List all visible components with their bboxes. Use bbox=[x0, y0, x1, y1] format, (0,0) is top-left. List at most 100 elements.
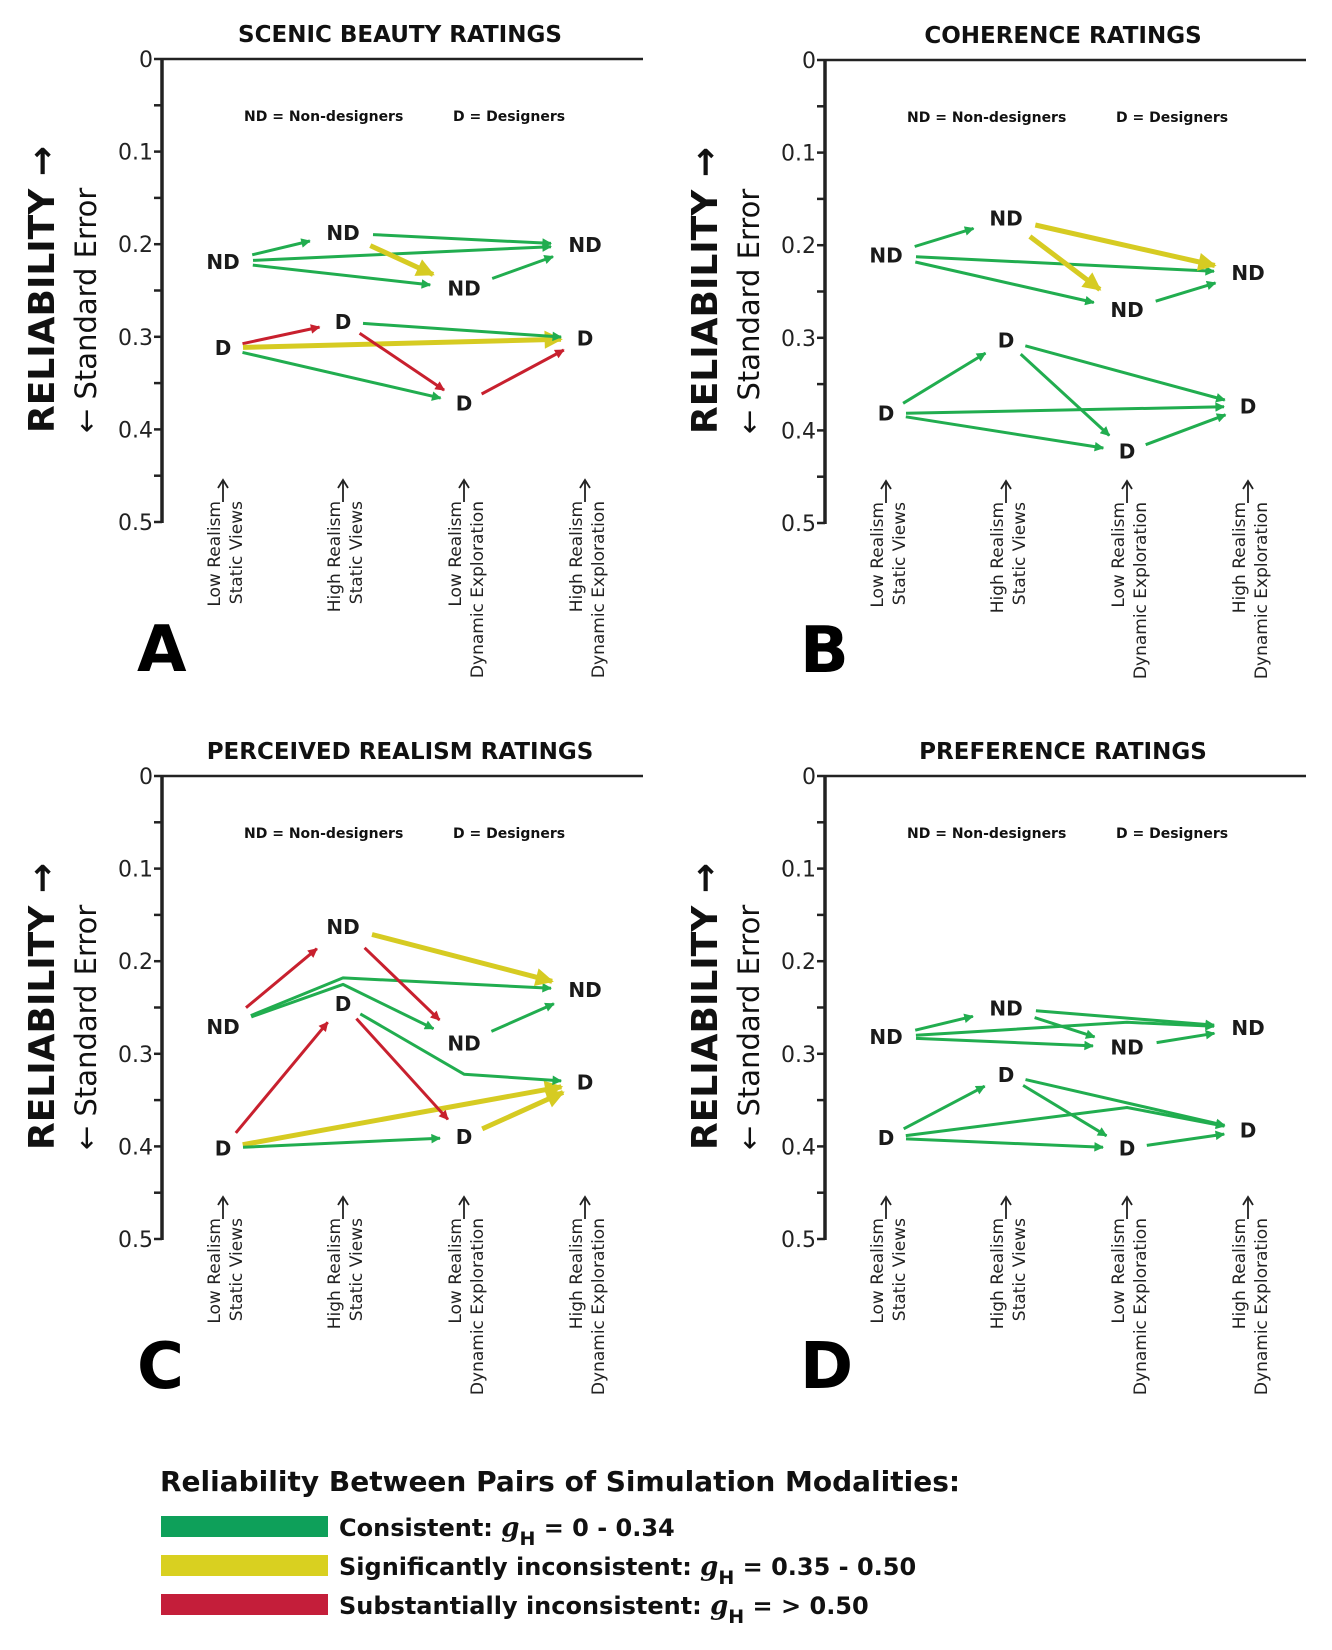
up-arrow-head bbox=[1000, 479, 1012, 490]
series-nd: ND ND ND ND bbox=[206, 915, 601, 1056]
node-nd-0: ND bbox=[206, 1015, 239, 1039]
up-arrow-head bbox=[217, 1195, 229, 1206]
edge-consistent bbox=[905, 402, 1225, 415]
category-label-line1: High Realism bbox=[988, 1218, 1008, 1329]
y-tick-label: 0.5 bbox=[781, 512, 816, 537]
edge-significant bbox=[481, 1090, 565, 1132]
x-category: Low Realism Static Views bbox=[205, 478, 247, 607]
up-arrow-head bbox=[880, 479, 892, 490]
node-d-3: D bbox=[1240, 394, 1257, 418]
category-label-line2: Static Views bbox=[890, 1218, 910, 1321]
panel-title: PERCEIVED REALISM RATINGS bbox=[207, 739, 594, 765]
edge-consistent bbox=[905, 1106, 1226, 1138]
node-nd-2: ND bbox=[1110, 298, 1143, 322]
category-label-line2: Static Views bbox=[347, 501, 367, 604]
node-d-1: D bbox=[335, 992, 352, 1016]
y-tick-label: 0.5 bbox=[781, 1228, 816, 1253]
edge-consistent bbox=[1034, 1016, 1096, 1039]
category-label-line1: Low Realism bbox=[1109, 1218, 1129, 1324]
category-label-line1: Low Realism bbox=[446, 1218, 466, 1324]
legend-label-substantial: Substantially inconsistent: gH = > 0.50 bbox=[339, 1591, 869, 1628]
series-d: D D D D bbox=[878, 1063, 1257, 1160]
legend-item-substantial: Substantially inconsistent: gH = > 0.50 bbox=[161, 1591, 869, 1628]
series-nd: ND ND ND ND bbox=[206, 221, 601, 301]
category-label-line1: High Realism bbox=[567, 501, 587, 612]
category-label-line2: Static Views bbox=[227, 501, 247, 604]
y-tick-label: 0.5 bbox=[118, 511, 153, 536]
edge-consistent bbox=[1156, 1029, 1216, 1045]
legend-label-consistent: Consistent: gH = 0 - 0.34 bbox=[339, 1513, 675, 1550]
y-tick-label: 0.1 bbox=[118, 141, 153, 166]
y-title-reliability: RELIABILITY → bbox=[22, 146, 63, 433]
y-title-standard-error: ← Standard Error bbox=[69, 188, 103, 433]
x-category: Low Realism Static Views bbox=[868, 479, 910, 608]
category-label-line2: Dynamic Exploration bbox=[468, 501, 488, 678]
x-category: Low Realism Dynamic Exploration bbox=[446, 478, 488, 678]
category-label-line1: High Realism bbox=[988, 502, 1008, 613]
x-category: Low Realism Dynamic Exploration bbox=[1109, 479, 1151, 679]
legend-item-consistent: Consistent: gH = 0 - 0.34 bbox=[161, 1513, 675, 1550]
key-designers: D = Designers bbox=[1116, 826, 1228, 842]
node-d-1: D bbox=[335, 310, 352, 334]
node-nd-1: ND bbox=[326, 221, 359, 245]
node-d-2: D bbox=[456, 391, 473, 415]
series-nd: ND ND ND ND bbox=[869, 996, 1264, 1059]
y-tick-label: 0.1 bbox=[781, 858, 816, 883]
y-tick-label: 0.4 bbox=[781, 419, 816, 444]
y-tick-label: 0 bbox=[139, 765, 153, 790]
edge-substantial bbox=[234, 1021, 329, 1134]
node-d-0: D bbox=[215, 1136, 232, 1160]
series-d: D D D D bbox=[215, 310, 594, 415]
panel-title: SCENIC BEAUTY RATINGS bbox=[238, 22, 562, 48]
category-label-line2: Dynamic Exploration bbox=[1252, 1218, 1272, 1395]
x-category: High Realism Static Views bbox=[988, 1195, 1030, 1329]
panel-b: COHERENCE RATINGS 0 0.1 0.2 0.3 0.4 0.5 RELIABI… bbox=[685, 23, 1306, 688]
edge-consistent bbox=[1155, 280, 1217, 303]
node-nd-1: ND bbox=[989, 996, 1022, 1020]
category-label-line2: Dynamic Exploration bbox=[468, 1218, 488, 1395]
y-tick-label: 0 bbox=[802, 49, 816, 74]
node-d-0: D bbox=[878, 402, 895, 426]
key-designers: D = Designers bbox=[453, 109, 565, 125]
edge-consistent bbox=[902, 351, 987, 405]
edge-consistent bbox=[915, 1036, 1094, 1051]
y-title-standard-error: ← Standard Error bbox=[732, 189, 766, 434]
edge-consistent bbox=[490, 1002, 555, 1033]
edge-consistent bbox=[359, 1012, 563, 1086]
y-tick-label: 0.3 bbox=[118, 326, 153, 351]
panel-letter: B bbox=[800, 614, 849, 688]
edge-significant bbox=[1028, 234, 1102, 292]
category-label-line1: Low Realism bbox=[205, 501, 225, 607]
category-label-line1: High Realism bbox=[1230, 1218, 1250, 1329]
node-nd-3: ND bbox=[568, 978, 601, 1002]
panel-a: SCENIC BEAUTY RATINGS 0 0.1 0.2 0.3 0.4 0.5 REL… bbox=[22, 22, 643, 687]
edge-significant bbox=[369, 243, 435, 277]
edge-consistent bbox=[905, 415, 1105, 452]
up-arrow-head bbox=[1121, 479, 1133, 490]
y-title-reliability: RELIABILITY → bbox=[22, 863, 63, 1150]
panel-c: PERCEIVED REALISM RATINGS 0 0.1 0.2 0.3 0.4 0.… bbox=[22, 739, 643, 1404]
category-label-line2: Dynamic Exploration bbox=[589, 501, 609, 678]
node-nd-2: ND bbox=[1110, 1035, 1143, 1059]
up-arrow-head bbox=[579, 478, 591, 489]
edge-consistent bbox=[491, 255, 554, 280]
category-label-line2: Dynamic Exploration bbox=[1252, 502, 1272, 679]
y-title-standard-error: ← Standard Error bbox=[732, 905, 766, 1150]
series-nd: ND ND ND ND bbox=[869, 206, 1264, 322]
edge-consistent bbox=[1146, 1130, 1226, 1147]
y-tick-label: 0.1 bbox=[781, 142, 816, 167]
y-axis-title: RELIABILITY → ← Standard Error bbox=[685, 863, 766, 1150]
legend-heading: Reliability Between Pairs of Simulation … bbox=[160, 1465, 960, 1498]
edge-consistent bbox=[915, 1020, 1215, 1037]
category-label-line2: Dynamic Exploration bbox=[1131, 1218, 1151, 1395]
edge-consistent bbox=[1022, 1084, 1108, 1138]
legend-swatch-substantial bbox=[161, 1594, 328, 1615]
edge-consistent bbox=[905, 1137, 1104, 1152]
y-axis-title: RELIABILITY → ← Standard Error bbox=[685, 147, 766, 434]
y-axis-title: RELIABILITY → ← Standard Error bbox=[22, 146, 103, 433]
edge-consistent bbox=[1035, 1009, 1216, 1030]
up-arrow-head bbox=[458, 1195, 470, 1206]
node-nd-1: ND bbox=[989, 206, 1022, 230]
up-arrow-head bbox=[337, 1195, 349, 1206]
edge-consistent bbox=[372, 233, 552, 248]
